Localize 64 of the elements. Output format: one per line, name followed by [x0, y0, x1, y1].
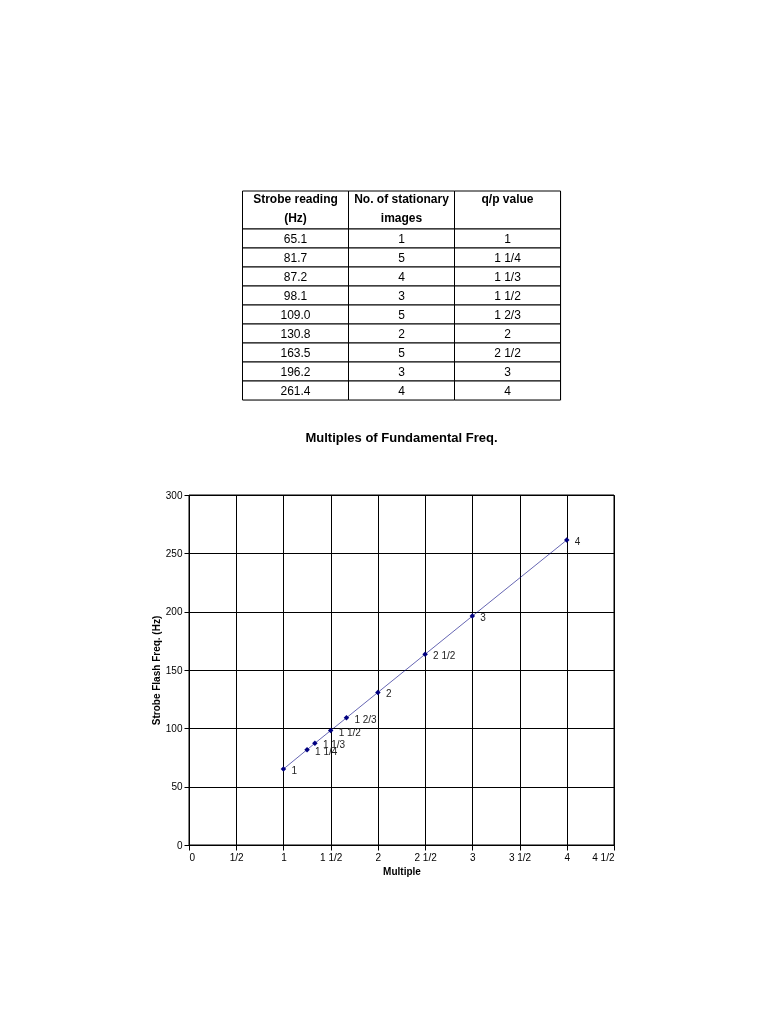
- text: 1: [504, 231, 512, 246]
- text: 3: [398, 364, 406, 379]
- text: 4: [398, 383, 406, 398]
- x-tick-label: 2: [375, 851, 382, 863]
- x-tick-label: 4: [564, 851, 571, 863]
- annotation: 4: [574, 536, 581, 548]
- text: 87.2: [283, 269, 308, 284]
- text: 5: [398, 345, 406, 360]
- annotation: 3: [480, 612, 487, 624]
- y-tick-label: 50: [171, 781, 183, 793]
- text: 1 1/4: [494, 250, 522, 265]
- x-tick-label: 1 1/2: [320, 851, 343, 863]
- annotation: 2: [385, 688, 392, 700]
- text: 261.4: [280, 383, 311, 398]
- text: q/p value: [481, 191, 534, 206]
- text: 1 1/2: [494, 288, 522, 303]
- point: [304, 746, 310, 753]
- x-tick-label: 0: [189, 851, 196, 863]
- text: 1 2/3: [494, 307, 522, 322]
- x-axis-title: Multiple: [383, 865, 422, 877]
- text: 3: [398, 288, 406, 303]
- text: 5: [398, 250, 406, 265]
- annotation: 1: [291, 765, 298, 777]
- x-tick-label: 3 1/2: [508, 851, 532, 863]
- point: [280, 766, 287, 772]
- point: [343, 715, 350, 721]
- text: 2 1/2: [494, 345, 522, 360]
- x-tick-label: 1: [281, 851, 288, 863]
- y-axis-title: Strobe Flash Freq. (Hz): [150, 615, 162, 726]
- text: No. of stationary images: [354, 191, 450, 225]
- text: 4: [504, 383, 512, 398]
- annotation: 1 2/3: [354, 713, 378, 725]
- text: 163.5: [280, 345, 311, 360]
- text: 130.8: [280, 326, 311, 341]
- x-tick-label: 1/2: [229, 851, 245, 863]
- text: 1: [398, 231, 406, 246]
- point: [469, 613, 476, 619]
- point: [312, 740, 318, 747]
- y-tick-label: 250: [165, 547, 183, 559]
- text: 109.0: [280, 307, 311, 322]
- chart-title: Multiples of Fundamental Freq.: [305, 430, 498, 445]
- text: 2: [504, 326, 512, 341]
- text: 196.2: [280, 364, 311, 379]
- y-tick-label: 150: [165, 664, 183, 676]
- x-tick-label: 4 1/2: [592, 851, 615, 863]
- text: 2: [398, 326, 406, 341]
- point: [375, 689, 381, 696]
- y-tick-label: 100: [165, 722, 183, 734]
- x-tick-label: 2 1/2: [414, 851, 438, 863]
- y-tick-label: 300: [165, 489, 183, 501]
- point: [422, 651, 428, 657]
- annotation: 1 1/2: [338, 726, 362, 738]
- text: 81.7: [283, 250, 308, 265]
- text: 98.1: [283, 288, 308, 303]
- text: 65.1: [283, 231, 308, 246]
- text: 4: [398, 269, 406, 284]
- text: 1 1/3: [494, 269, 522, 284]
- x-tick-label: 3: [470, 851, 477, 863]
- text: Strobe reading (Hz): [253, 191, 338, 225]
- y-tick-label: 0: [176, 839, 183, 851]
- text: 3: [504, 364, 512, 379]
- y-tick-label: 200: [165, 606, 183, 618]
- text: 5: [398, 307, 406, 322]
- annotation: 2 1/2: [433, 650, 456, 662]
